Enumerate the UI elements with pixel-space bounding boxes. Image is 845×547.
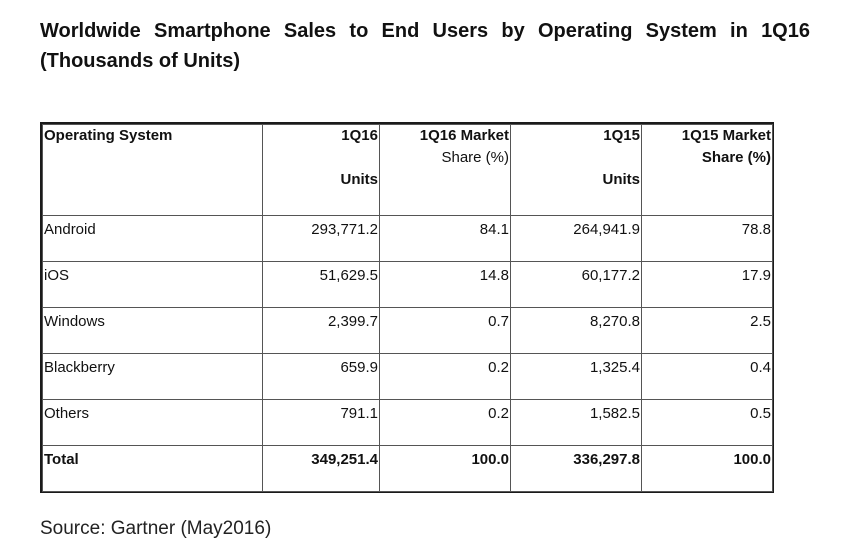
cell-1q16-share: 0.7 — [379, 307, 511, 354]
cell-total-1q15-units: 336,297.8 — [510, 445, 642, 492]
header-1q15-share-line1: 1Q15 Market — [681, 127, 771, 144]
cell-1q15-share: 0.4 — [641, 353, 773, 400]
cell-1q16-units: 293,771.2 — [262, 215, 380, 262]
table-row: iOS 51,629.5 14.8 60,177.2 17.9 — [42, 261, 773, 308]
cell-os: Blackberry — [42, 353, 263, 400]
cell-os: Windows — [42, 307, 263, 354]
header-1q16-units-bottom: Units — [340, 171, 379, 188]
cell-1q16-share: 0.2 — [379, 399, 511, 446]
sales-table: Operating System 1Q16 Units 1Q16 Market … — [42, 124, 773, 492]
header-1q15-share: 1Q15 Market Share (%) — [641, 124, 773, 216]
header-1q15-share-line2: Share (%) — [701, 149, 771, 166]
table-row: Android 293,771.2 84.1 264,941.9 78.8 — [42, 215, 773, 262]
cell-os: iOS — [42, 261, 263, 308]
cell-1q15-units: 264,941.9 — [510, 215, 642, 262]
source-note: Source: Gartner (May2016) — [40, 518, 272, 539]
header-1q15-units-bottom: Units — [602, 171, 641, 188]
cell-1q15-share: 2.5 — [641, 307, 773, 354]
cell-1q15-share: 78.8 — [641, 215, 773, 262]
cell-1q16-units: 51,629.5 — [262, 261, 380, 308]
cell-total-1q16-share: 100.0 — [379, 445, 511, 492]
cell-1q16-units: 2,399.7 — [262, 307, 380, 354]
cell-1q15-units: 8,270.8 — [510, 307, 642, 354]
sales-table-container: Operating System 1Q16 Units 1Q16 Market … — [40, 122, 774, 493]
cell-1q15-units: 60,177.2 — [510, 261, 642, 308]
header-1q16-units: 1Q16 Units — [262, 124, 380, 216]
cell-1q16-share: 84.1 — [379, 215, 511, 262]
cell-1q16-units: 791.1 — [262, 399, 380, 446]
page-title: Worldwide Smartphone Sales to End Users … — [40, 20, 810, 42]
page-subtitle: (Thousands of Units) — [40, 50, 240, 72]
header-1q15-units: 1Q15 Units — [510, 124, 642, 216]
header-operating-system: Operating System — [42, 124, 263, 216]
header-1q16-share: 1Q16 Market Share (%) — [379, 124, 511, 216]
table-header-row: Operating System 1Q16 Units 1Q16 Market … — [42, 124, 773, 216]
cell-1q15-units: 1,582.5 — [510, 399, 642, 446]
cell-1q16-share: 0.2 — [379, 353, 511, 400]
cell-1q15-share: 0.5 — [641, 399, 773, 446]
header-1q16-units-top: 1Q16 — [341, 127, 378, 144]
cell-1q16-share: 14.8 — [379, 261, 511, 308]
table-total-row: Total 349,251.4 100.0 336,297.8 100.0 — [42, 445, 773, 492]
cell-1q15-share: 17.9 — [641, 261, 773, 308]
cell-1q15-units: 1,325.4 — [510, 353, 642, 400]
table-row: Windows 2,399.7 0.7 8,270.8 2.5 — [42, 307, 773, 354]
header-1q16-share-line1: 1Q16 Market — [419, 127, 509, 144]
header-1q16-share-line2: Share (%) — [441, 149, 509, 166]
header-1q15-units-top: 1Q15 — [603, 127, 640, 144]
cell-1q16-units: 659.9 — [262, 353, 380, 400]
cell-total-label: Total — [42, 445, 263, 492]
cell-os: Others — [42, 399, 263, 446]
table-row: Blackberry 659.9 0.2 1,325.4 0.4 — [42, 353, 773, 400]
table-row: Others 791.1 0.2 1,582.5 0.5 — [42, 399, 773, 446]
cell-total-1q15-share: 100.0 — [641, 445, 773, 492]
cell-total-1q16-units: 349,251.4 — [262, 445, 380, 492]
cell-os: Android — [42, 215, 263, 262]
